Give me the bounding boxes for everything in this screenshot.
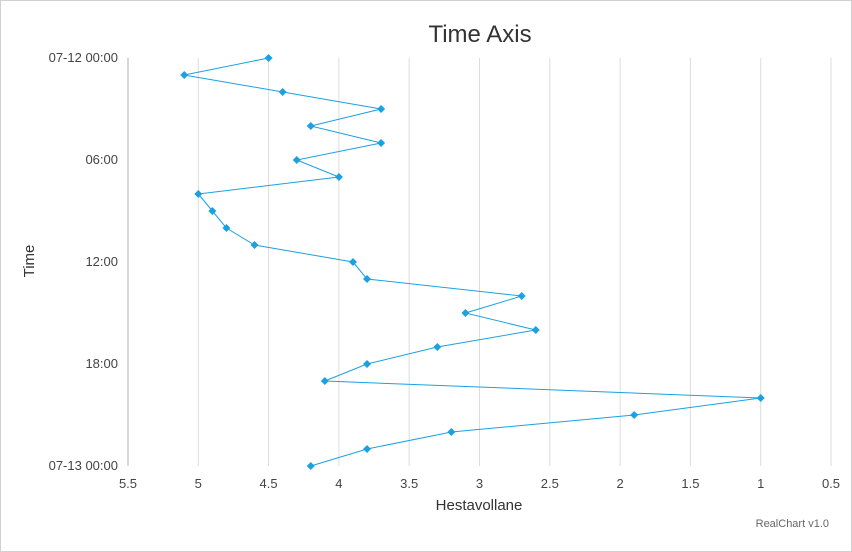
x-tick-label: 2.5 [541, 476, 559, 491]
x-tick-label: 5 [195, 476, 202, 491]
data-point-marker [447, 428, 456, 436]
x-axis-label: Hestavollane [436, 497, 523, 514]
x-tick-label: 4.5 [260, 476, 278, 491]
x-tick-label: 3.5 [400, 476, 418, 491]
data-point-marker [250, 241, 259, 249]
data-point-marker [320, 377, 329, 385]
series-line [184, 57, 761, 467]
data-point-marker [461, 309, 470, 317]
data-point-marker [377, 139, 386, 147]
data-point-marker [208, 207, 217, 215]
grid-lines [197, 58, 832, 466]
data-point-marker [194, 190, 203, 198]
x-tick-label: 1.5 [681, 476, 699, 491]
data-point-marker [278, 88, 287, 96]
data-point-marker [348, 258, 357, 266]
x-tick-label: 3 [476, 476, 483, 491]
chart-title: Time Axis [428, 21, 531, 48]
x-tick-label: 0.5 [822, 476, 840, 491]
data-point-marker [756, 394, 765, 402]
data-point-marker [180, 71, 189, 79]
series-layer [180, 54, 765, 470]
x-tick-labels: 5.5 5 4.5 4 3.5 3 2.5 2 1.5 1 0.5 [119, 476, 840, 491]
data-point-marker [264, 54, 273, 62]
data-point-marker [306, 122, 315, 130]
data-point-marker [363, 360, 372, 368]
data-point-marker [363, 275, 372, 283]
x-tick-label: 2 [616, 476, 623, 491]
y-tick-label: 18:00 [85, 356, 118, 371]
x-tick-label: 5.5 [119, 476, 137, 491]
data-point-marker [306, 462, 315, 470]
data-point-marker [334, 173, 343, 181]
chart-credit: RealChart v1.0 [756, 518, 829, 530]
y-tick-label: 12:00 [85, 254, 118, 269]
y-tick-label: 07-13 00:00 [49, 458, 118, 473]
data-point-marker [630, 411, 639, 419]
data-point-marker [363, 445, 372, 453]
y-tick-label: 06:00 [85, 152, 118, 167]
data-point-marker [517, 292, 526, 300]
data-point-marker [222, 224, 231, 232]
data-point-marker [433, 343, 442, 351]
x-tick-label: 1 [757, 476, 764, 491]
data-point-marker [292, 156, 301, 164]
data-point-marker [377, 105, 386, 113]
data-point-marker [531, 326, 540, 334]
y-tick-label: 07-12 00:00 [49, 50, 118, 65]
y-axis-label: Time [21, 245, 38, 278]
y-tick-labels: 07-12 00:00 06:00 12:00 18:00 07-13 00:00 [49, 50, 118, 473]
x-tick-label: 4 [335, 476, 342, 491]
